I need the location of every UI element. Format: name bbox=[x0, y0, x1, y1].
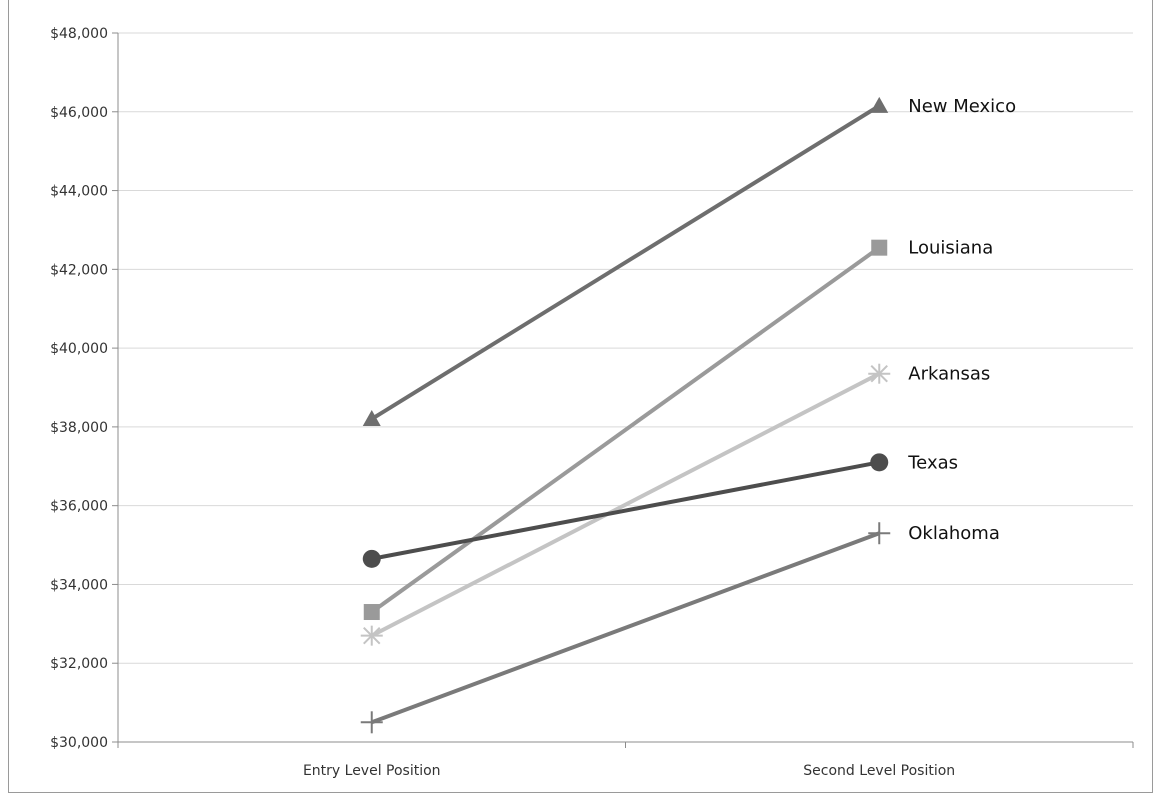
series-line-texas bbox=[371, 460, 880, 561]
series-line-arkansas bbox=[370, 371, 881, 638]
series-labels: New Mexico Louisiana Arkansas Texas Oklahoma bbox=[907, 96, 1016, 544]
y-tick-label: $36,000 bbox=[50, 499, 108, 515]
series-label-oklahoma: Oklahoma bbox=[908, 523, 1000, 544]
y-tick-label: $34,000 bbox=[50, 577, 108, 593]
data-point-oklahoma bbox=[360, 711, 383, 734]
data-point-new-mexico bbox=[870, 96, 889, 113]
chart-frame bbox=[8, 0, 1153, 793]
y-tick-label: $42,000 bbox=[50, 262, 108, 278]
axes bbox=[112, 32, 1134, 748]
data-point-arkansas bbox=[868, 363, 891, 384]
series-lines bbox=[370, 104, 881, 725]
series-label-texas: Texas bbox=[907, 452, 958, 473]
y-tick-label: $44,000 bbox=[50, 184, 108, 200]
y-tick-label: $30,000 bbox=[50, 735, 108, 751]
series-line-oklahoma bbox=[371, 531, 880, 725]
x-tick-label: Entry Level Position bbox=[303, 763, 441, 779]
y-tick-label: $48,000 bbox=[50, 26, 108, 42]
y-tick-label: $32,000 bbox=[50, 656, 108, 672]
series-markers bbox=[360, 96, 891, 734]
data-point-texas bbox=[362, 549, 381, 568]
data-point-texas bbox=[870, 453, 889, 472]
y-tick-labels: $30,000 $32,000 $34,000 $36,000 $38,000 $40,0… bbox=[50, 26, 108, 751]
x-tick-labels: Entry Level Position Second Level Positio… bbox=[303, 763, 955, 779]
series-label-arkansas: Arkansas bbox=[908, 364, 990, 385]
data-point-arkansas bbox=[360, 625, 383, 646]
series-label-new-mexico: New Mexico bbox=[908, 96, 1016, 117]
series-line-new-mexico bbox=[370, 104, 881, 421]
data-point-louisiana bbox=[363, 604, 380, 621]
series-label-louisiana: Louisiana bbox=[908, 238, 993, 259]
series-line-louisiana bbox=[370, 246, 881, 614]
y-tick-label: $40,000 bbox=[50, 341, 108, 357]
y-tick-label: $38,000 bbox=[50, 420, 108, 436]
data-point-new-mexico bbox=[362, 410, 381, 427]
x-tick-label: Second Level Position bbox=[803, 763, 955, 779]
y-tick-label: $46,000 bbox=[50, 105, 108, 121]
grid-lines bbox=[118, 32, 1133, 664]
data-point-oklahoma bbox=[868, 522, 891, 545]
data-point-louisiana bbox=[871, 239, 888, 256]
